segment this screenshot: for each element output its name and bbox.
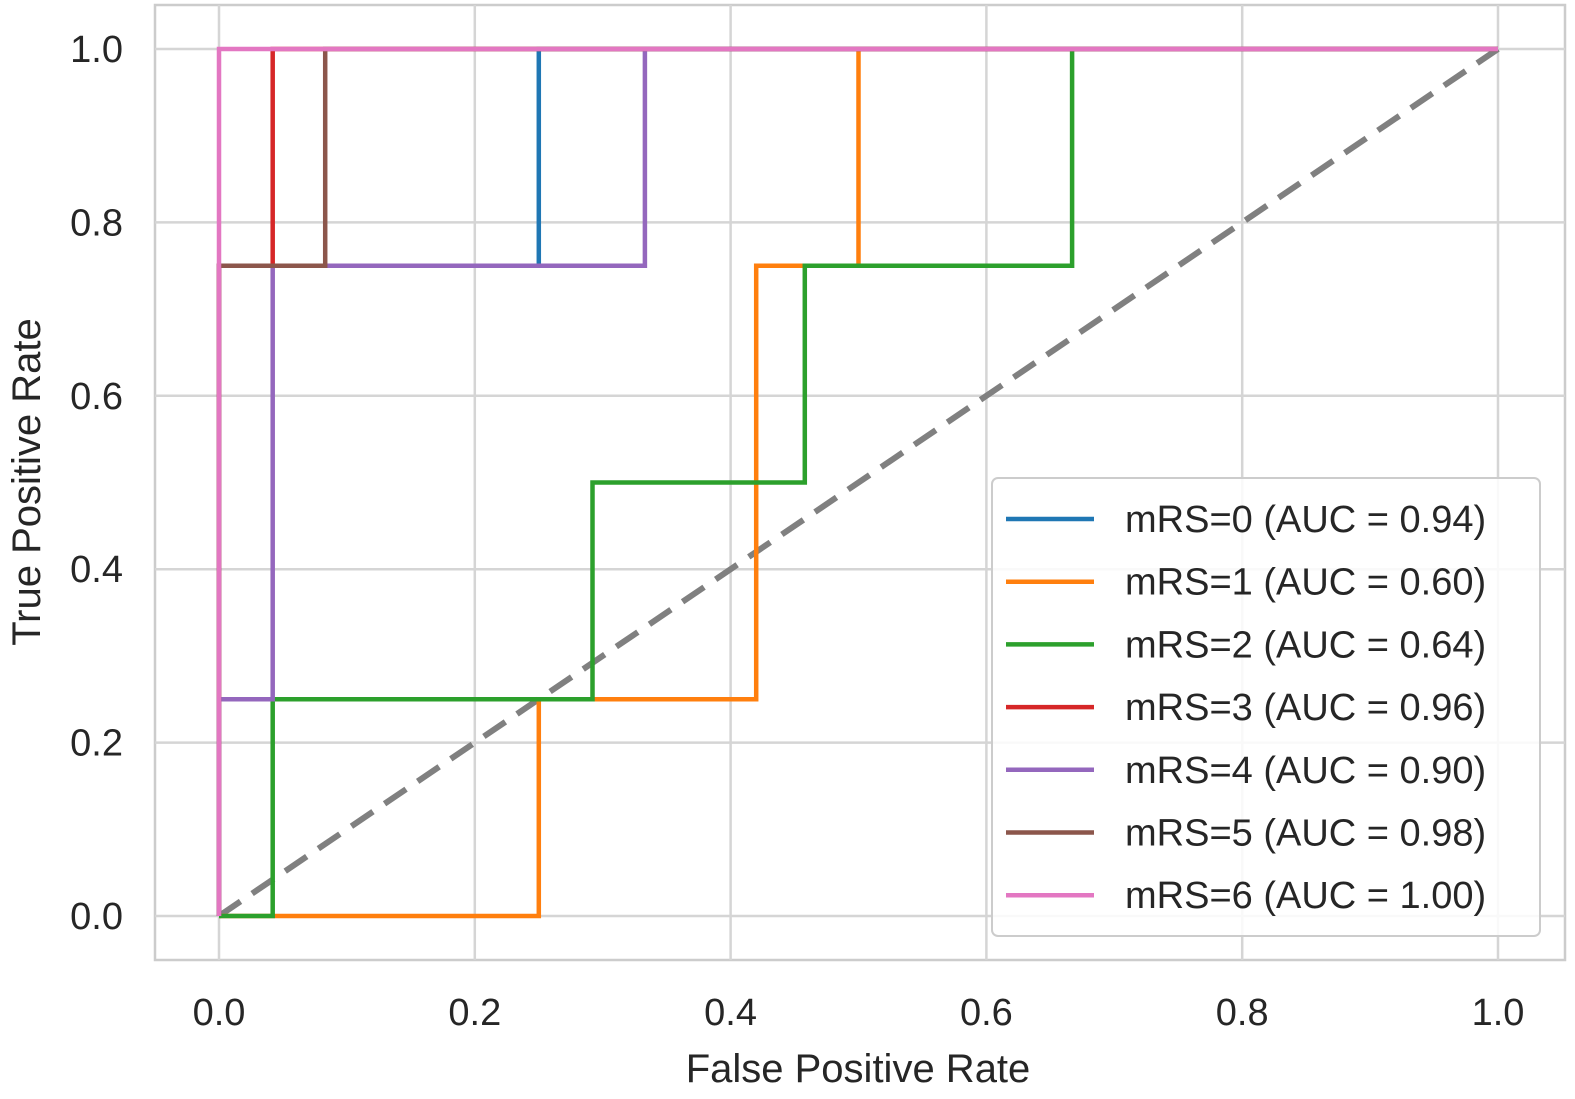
legend-label: mRS=1 (AUC = 0.60) (1125, 562, 1486, 604)
y-tick-label: 0.2 (70, 723, 123, 765)
x-tick-label: 0.0 (193, 992, 246, 1034)
x-tick-label: 0.2 (448, 992, 501, 1034)
series-group (216, 46, 1498, 919)
y-tick-labels: 0.0 0.2 0.4 0.6 0.8 1.0 (70, 29, 123, 938)
legend-label: mRS=0 (AUC = 0.94) (1125, 499, 1486, 541)
legend-label: mRS=5 (AUC = 0.98) (1125, 813, 1486, 855)
x-tick-label: 0.4 (704, 992, 757, 1034)
x-tick-label: 0.8 (1216, 992, 1269, 1034)
reference-line-group (217, 46, 1500, 919)
x-tick-label: 1.0 (1472, 992, 1525, 1034)
legend-label: mRS=3 (AUC = 0.96) (1125, 687, 1486, 729)
y-tick-label: 0.4 (70, 549, 123, 591)
legend-box (991, 477, 1541, 937)
legend-label: mRS=4 (AUC = 0.90) (1125, 750, 1486, 792)
y-tick-label: 1.0 (70, 29, 123, 71)
x-tick-label: 0.6 (960, 992, 1013, 1034)
x-axis-label: False Positive Rate (686, 1047, 1031, 1091)
roc-curve-mrs-2 (219, 46, 1498, 919)
y-tick-label: 0.0 (70, 896, 123, 938)
y-axis-label: True Positive Rate (5, 318, 49, 646)
y-tick-label: 0.8 (70, 202, 123, 244)
legend-label: mRS=6 (AUC = 1.00) (1125, 875, 1486, 917)
legend: mRS=0 (AUC = 0.94) mRS=1 (AUC = 0.60) mRS=… (991, 477, 1541, 937)
x-tick-labels: 0.0 0.2 0.4 0.6 0.8 1.0 (193, 992, 1525, 1034)
chance-reference-line (217, 46, 1500, 919)
legend-label: mRS=2 (AUC = 0.64) (1125, 624, 1486, 666)
roc-curve-mrs-6 (216, 46, 1498, 916)
y-tick-label: 0.6 (70, 376, 123, 418)
